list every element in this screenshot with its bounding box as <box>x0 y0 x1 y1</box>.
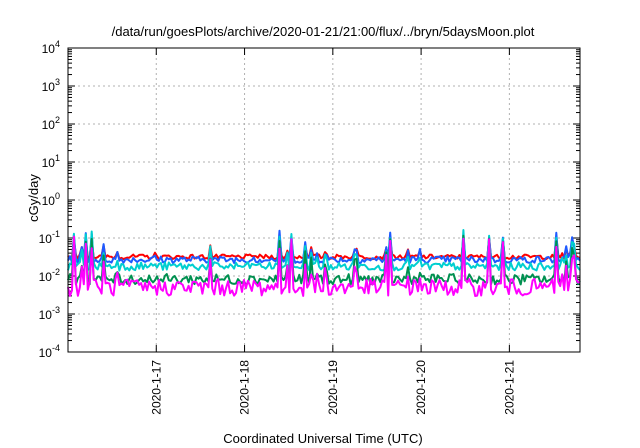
x-tick-label: 2020-1-19 <box>326 360 340 415</box>
x-axis-label: Coordinated Universal Time (UTC) <box>223 431 422 446</box>
y-axis-label: cGy/day <box>26 174 41 222</box>
x-tick-label: 2020-1-17 <box>149 360 163 415</box>
x-tick-label: 2020-1-20 <box>414 360 428 415</box>
y-tick-label: 101 <box>42 153 60 170</box>
y-tick-label: 10-2 <box>39 267 60 284</box>
y-tick-label: 104 <box>42 39 60 56</box>
y-tick-label: 10-4 <box>39 343 60 360</box>
series-line <box>67 235 581 297</box>
y-tick-label: 103 <box>42 77 60 94</box>
y-tick-label: 102 <box>42 115 60 132</box>
x-tick-label: 2020-1-21 <box>502 360 516 415</box>
y-tick-label: 10-1 <box>39 229 60 246</box>
x-tick-label: 2020-1-18 <box>238 360 252 415</box>
y-tick-label: 100 <box>42 191 60 208</box>
y-tick-label: 10-3 <box>39 305 60 322</box>
series-line <box>67 229 581 272</box>
chart-title: /data/run/goesPlots/archive/2020-01-21/2… <box>112 24 535 39</box>
plot-area: 10-4 10-3 10-2 10-1 100 101 102 103 104 2020-1-17… <box>39 39 581 415</box>
plot-frame <box>67 47 581 353</box>
